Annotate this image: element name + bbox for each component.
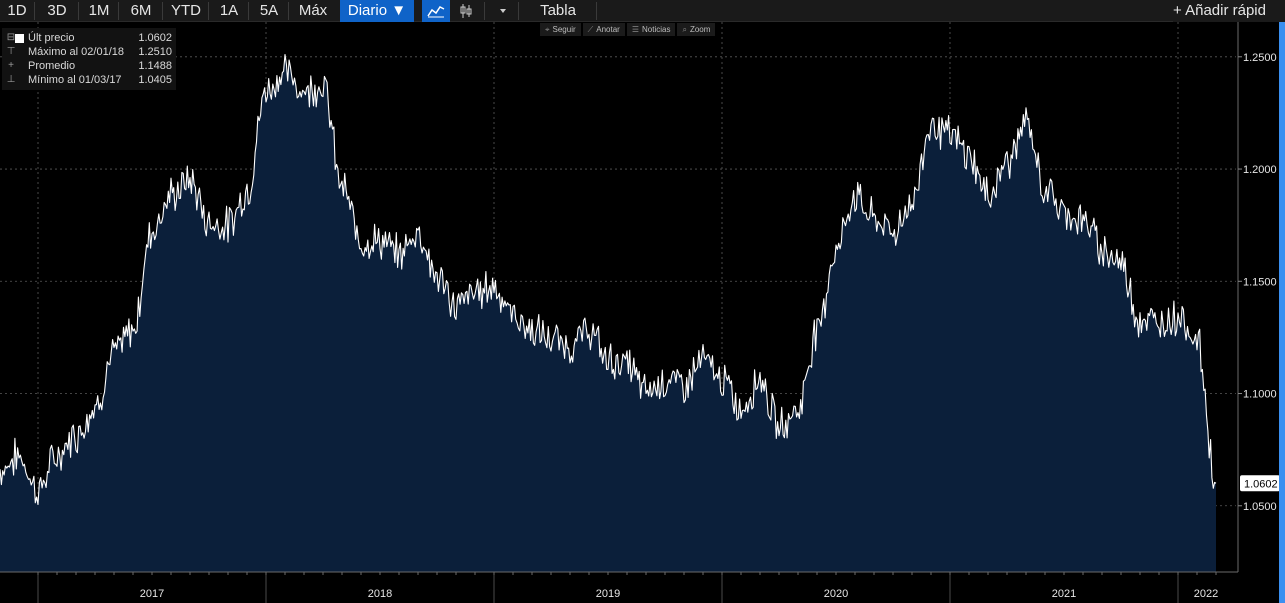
last-price-box bbox=[1240, 475, 1280, 492]
legend-row-avg: + Promedio 1.1488 bbox=[2, 59, 176, 73]
y-tick-label: 1.1500 bbox=[1243, 276, 1277, 288]
legend-min-value: 1.0405 bbox=[138, 74, 172, 86]
annotate-button[interactable]: ⟋ Anotar bbox=[582, 23, 625, 36]
toolbar-divider bbox=[208, 2, 209, 20]
legend-row-max: ⊤ Máximo al 02/01/18 1.2510 bbox=[2, 45, 176, 59]
x-axis: 2017 2018 2019 2020 2021 2022 bbox=[37, 572, 1218, 603]
price-line bbox=[0, 54, 1217, 506]
toolbar-divider bbox=[596, 2, 597, 20]
legend-last-label: Últ precio bbox=[28, 32, 75, 44]
average-marker-icon: + bbox=[8, 60, 14, 71]
legend-max-value: 1.2510 bbox=[138, 46, 172, 58]
annotate-label: Anotar bbox=[596, 25, 620, 34]
follow-button[interactable]: ⌖ Seguir bbox=[540, 23, 581, 36]
y-tick-label: 1.1000 bbox=[1243, 389, 1277, 401]
zoom-button[interactable]: ⌕ Zoom bbox=[677, 23, 716, 36]
dropdown-caret-icon[interactable] bbox=[490, 0, 516, 22]
legend-min-label: Mínimo al 01/03/17 bbox=[28, 74, 122, 86]
pencil-icon: ⟋ bbox=[587, 25, 594, 34]
toolbar-divider bbox=[288, 2, 289, 20]
period-max-button[interactable]: Máx bbox=[298, 2, 328, 19]
max-marker-icon: ⊤ bbox=[6, 46, 16, 57]
legend-avg-value: 1.1488 bbox=[138, 60, 172, 72]
period-3d-button[interactable]: 3D bbox=[47, 2, 67, 19]
line-chart-icon[interactable] bbox=[422, 0, 450, 22]
zoom-label: Zoom bbox=[689, 25, 711, 34]
x-tick-label: 2021 bbox=[1052, 588, 1076, 600]
x-tick-label: 2022 bbox=[1194, 588, 1218, 600]
legend-swatch-icon bbox=[15, 34, 24, 43]
legend-last-value: 1.0602 bbox=[138, 32, 172, 44]
chart-mini-toolbar: ⌖ Seguir ⟋ Anotar ☰ Noticias ⌕ Zoom bbox=[540, 23, 716, 36]
last-price-tag: 1.0602 bbox=[1240, 475, 1280, 492]
toolbar-divider bbox=[78, 2, 79, 20]
period-6m-button[interactable]: 6M bbox=[130, 2, 152, 19]
legend-tree-icon: ⊟ bbox=[6, 32, 16, 43]
period-1d-button[interactable]: 1D bbox=[7, 2, 27, 19]
x-tick-label: 2017 bbox=[140, 588, 164, 600]
y-tick-label: 1.2500 bbox=[1243, 52, 1277, 64]
scrollbar-edge[interactable] bbox=[1279, 22, 1285, 603]
x-tick-label: 2020 bbox=[824, 588, 848, 600]
toolbar-divider bbox=[248, 2, 249, 20]
news-button[interactable]: ☰ Noticias bbox=[626, 23, 676, 36]
news-icon: ☰ bbox=[631, 25, 639, 34]
x-tick-label: 2019 bbox=[596, 588, 620, 600]
legend-max-label: Máximo al 02/01/18 bbox=[28, 46, 124, 58]
period-5a-button[interactable]: 5A bbox=[259, 2, 279, 19]
crosshair-icon: ⌖ bbox=[545, 25, 550, 34]
legend-row-min: ⊥ Mínimo al 01/03/17 1.0405 bbox=[2, 73, 176, 87]
min-marker-icon: ⊥ bbox=[6, 74, 16, 85]
legend-avg-label: Promedio bbox=[28, 60, 76, 72]
toolbar-divider bbox=[484, 2, 485, 20]
period-ytd-button[interactable]: YTD bbox=[171, 2, 201, 19]
zoom-icon: ⌕ bbox=[682, 25, 687, 34]
y-axis: 1.2500 1.2000 1.1500 1.1000 1.0500 bbox=[1238, 52, 1277, 513]
table-button[interactable]: Tabla bbox=[540, 2, 576, 19]
toolbar-divider bbox=[518, 2, 519, 20]
follow-label: Seguir bbox=[552, 25, 576, 34]
y-tick-label: 1.0500 bbox=[1243, 501, 1277, 513]
y-tick-label: 1.2000 bbox=[1243, 164, 1277, 176]
period-1a-button[interactable]: 1A bbox=[219, 2, 239, 19]
toolbar-divider bbox=[34, 2, 35, 20]
frequency-dropdown[interactable]: Diario ▼ bbox=[340, 0, 414, 22]
chart-legend: ⊟ Últ precio 1.0602 ⊤ Máximo al 02/01/18… bbox=[2, 28, 176, 90]
chart-toolbar: 1D 3D 1M 6M YTD 1A 5A Máx Diario ▼ Tabla… bbox=[0, 0, 1285, 22]
news-label: Noticias bbox=[642, 25, 671, 34]
legend-row-last: ⊟ Últ precio 1.0602 bbox=[2, 31, 176, 45]
toolbar-divider bbox=[162, 2, 163, 20]
add-quick-button[interactable]: + Añadir rápid bbox=[1173, 0, 1285, 22]
toolbar-divider bbox=[118, 2, 119, 20]
price-area bbox=[0, 54, 1216, 573]
candlestick-icon[interactable] bbox=[452, 0, 480, 22]
last-price-label: 1.0602 bbox=[1244, 478, 1278, 490]
x-tick-label: 2018 bbox=[368, 588, 392, 600]
period-1m-button[interactable]: 1M bbox=[88, 2, 110, 19]
